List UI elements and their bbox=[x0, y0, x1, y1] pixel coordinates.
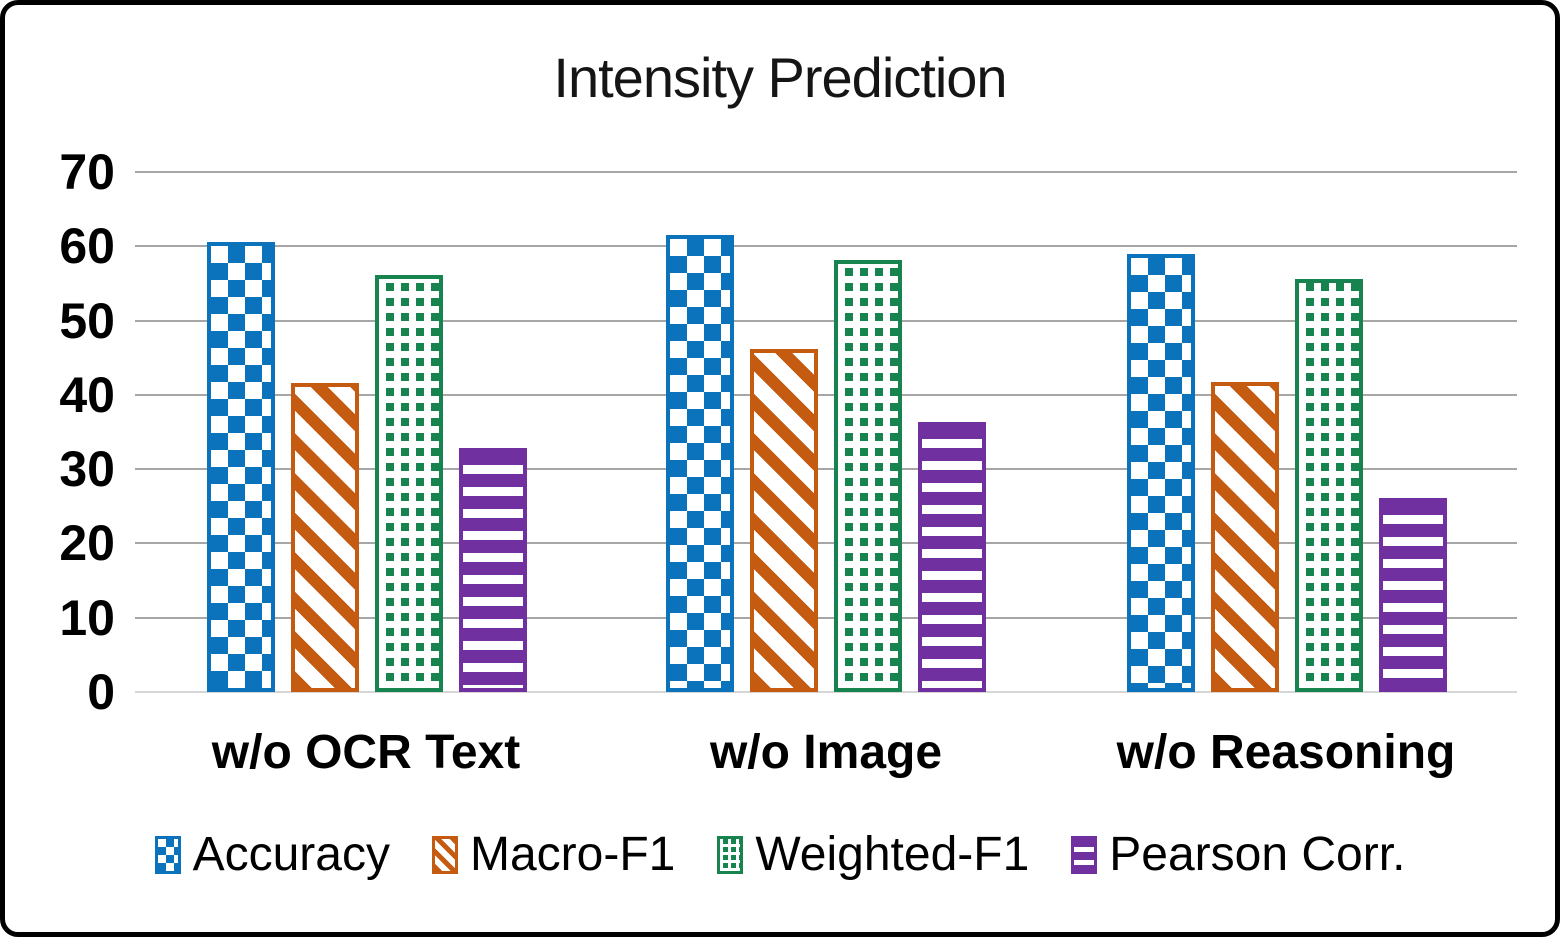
y-tick-70: 70 bbox=[59, 144, 115, 200]
legend-swatch-weighted-f1-icon bbox=[717, 835, 744, 874]
legend-swatch-accuracy-icon bbox=[154, 835, 181, 874]
bar-weighted-f1-w-o-reasoning bbox=[1295, 279, 1363, 692]
plot-area bbox=[135, 171, 1517, 693]
legend-item-accuracy: Accuracy bbox=[154, 827, 390, 882]
x-axis-label-image: w/o Image bbox=[709, 726, 943, 779]
bar-accuracy-w-o-ocr-text bbox=[207, 242, 275, 692]
legend-swatch-macro-f1-icon bbox=[431, 835, 458, 874]
legend-item-pearson-corr: Pearson Corr. bbox=[1071, 827, 1405, 882]
gridline-50 bbox=[135, 319, 1517, 322]
x-axis: w/o OCR Text w/o Image w/o Reasoning bbox=[5, 725, 1555, 785]
y-tick-40: 40 bbox=[59, 366, 115, 423]
bar-macro-f1-w-o-image bbox=[750, 349, 818, 692]
gridline-20 bbox=[135, 542, 1517, 545]
legend-label-pearson-corr: Pearson Corr. bbox=[1109, 828, 1406, 881]
legend-swatch-pearson-corr-icon bbox=[1071, 835, 1098, 874]
legend-label-weighted-f1: Weighted-F1 bbox=[755, 828, 1030, 881]
x-axis-label-reasoning: w/o Reasoning bbox=[1116, 726, 1456, 779]
y-axis: 0 10 20 30 40 50 60 70 bbox=[19, 147, 115, 717]
gridline-40 bbox=[135, 393, 1517, 396]
legend-item-weighted-f1: Weighted-F1 bbox=[717, 827, 1029, 882]
bar-weighted-f1-w-o-image bbox=[834, 260, 902, 692]
y-tick-60: 60 bbox=[59, 218, 115, 275]
y-tick-50: 50 bbox=[59, 292, 115, 349]
legend-label-accuracy: Accuracy bbox=[192, 828, 390, 881]
y-tick-30: 30 bbox=[59, 441, 115, 498]
bar-pearson-corr-w-o-reasoning bbox=[1379, 498, 1447, 692]
legend: Accuracy Macro-F1 Weighted-F1 Pearson Co… bbox=[5, 827, 1555, 882]
gridline-60 bbox=[135, 245, 1517, 248]
bar-group-w-o-reasoning bbox=[1127, 172, 1447, 692]
y-tick-20: 20 bbox=[59, 515, 115, 572]
gridline-10 bbox=[135, 616, 1517, 619]
y-tick-0: 0 bbox=[87, 664, 115, 720]
bar-weighted-f1-w-o-ocr-text bbox=[375, 275, 443, 692]
bar-accuracy-w-o-reasoning bbox=[1127, 254, 1195, 692]
bar-macro-f1-w-o-reasoning bbox=[1211, 382, 1279, 692]
x-axis-label-ocr-text: w/o OCR Text bbox=[211, 726, 521, 779]
chart-title: Intensity Prediction bbox=[553, 46, 1007, 109]
bar-accuracy-w-o-image bbox=[666, 235, 734, 692]
legend-label-macro-f1: Macro-F1 bbox=[469, 828, 676, 881]
gridline-30 bbox=[135, 468, 1517, 471]
bar-group-w-o-ocr-text bbox=[207, 172, 527, 692]
bar-group-w-o-image bbox=[666, 172, 986, 692]
bar-pearson-corr-w-o-image bbox=[918, 422, 986, 692]
bar-pearson-corr-w-o-ocr-text bbox=[459, 448, 527, 692]
gridline-0 bbox=[135, 691, 1517, 693]
legend-item-macro-f1: Macro-F1 bbox=[431, 827, 676, 882]
y-tick-10: 10 bbox=[59, 589, 115, 646]
gridline-70 bbox=[135, 171, 1517, 173]
bar-macro-f1-w-o-ocr-text bbox=[291, 383, 359, 692]
